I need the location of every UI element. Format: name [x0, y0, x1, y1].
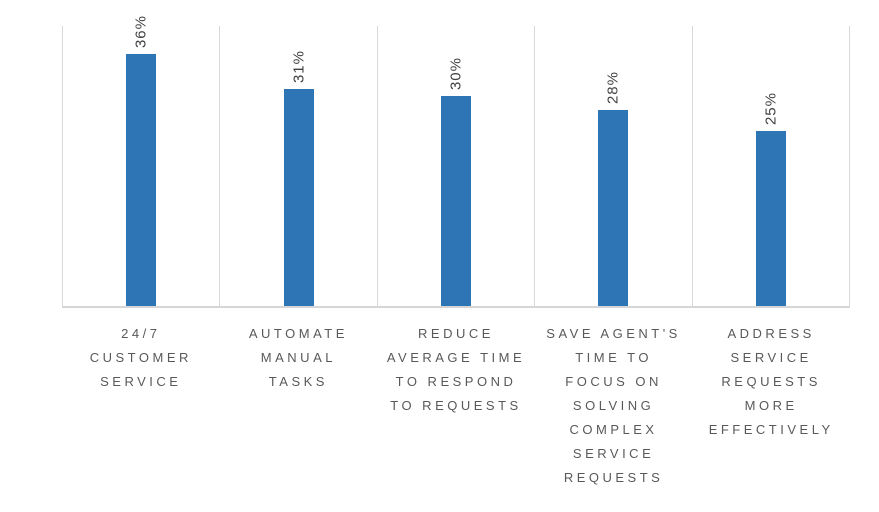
bar — [126, 54, 157, 306]
bar — [283, 89, 314, 306]
plot-area: 36% 31% 30% 28% 25% — [62, 15, 851, 308]
bar-value-label: 31% — [290, 49, 308, 83]
category-column: 30% — [376, 26, 534, 306]
bar-value-label: 36% — [132, 14, 150, 48]
category-label: SAVE AGENT'S TIME TO FOCUS ON SOLVING CO… — [546, 326, 681, 485]
category-column: 31% — [219, 26, 376, 306]
bar — [598, 110, 629, 306]
bar — [441, 96, 472, 306]
bar — [755, 131, 786, 306]
bar-value-label: 30% — [447, 56, 465, 90]
category-axis-labels: 24/7 CUSTOMER SERVICE AUTOMATE MANUAL TAS… — [62, 322, 850, 490]
category-column: 36% — [62, 15, 219, 306]
category-column: 28% — [534, 26, 691, 306]
bar-value-label: 28% — [604, 70, 622, 104]
bar-value-label: 25% — [762, 91, 780, 125]
category-label: REDUCE AVERAGE TIME TO RESPOND TO REQUES… — [386, 326, 526, 413]
category-label: AUTOMATE MANUAL TASKS — [248, 326, 348, 389]
category-label: ADDRESS SERVICE REQUESTS MORE EFFECTIVEL… — [708, 326, 834, 437]
category-column: 25% — [691, 26, 851, 306]
category-label: 24/7 CUSTOMER SERVICE — [89, 326, 192, 389]
